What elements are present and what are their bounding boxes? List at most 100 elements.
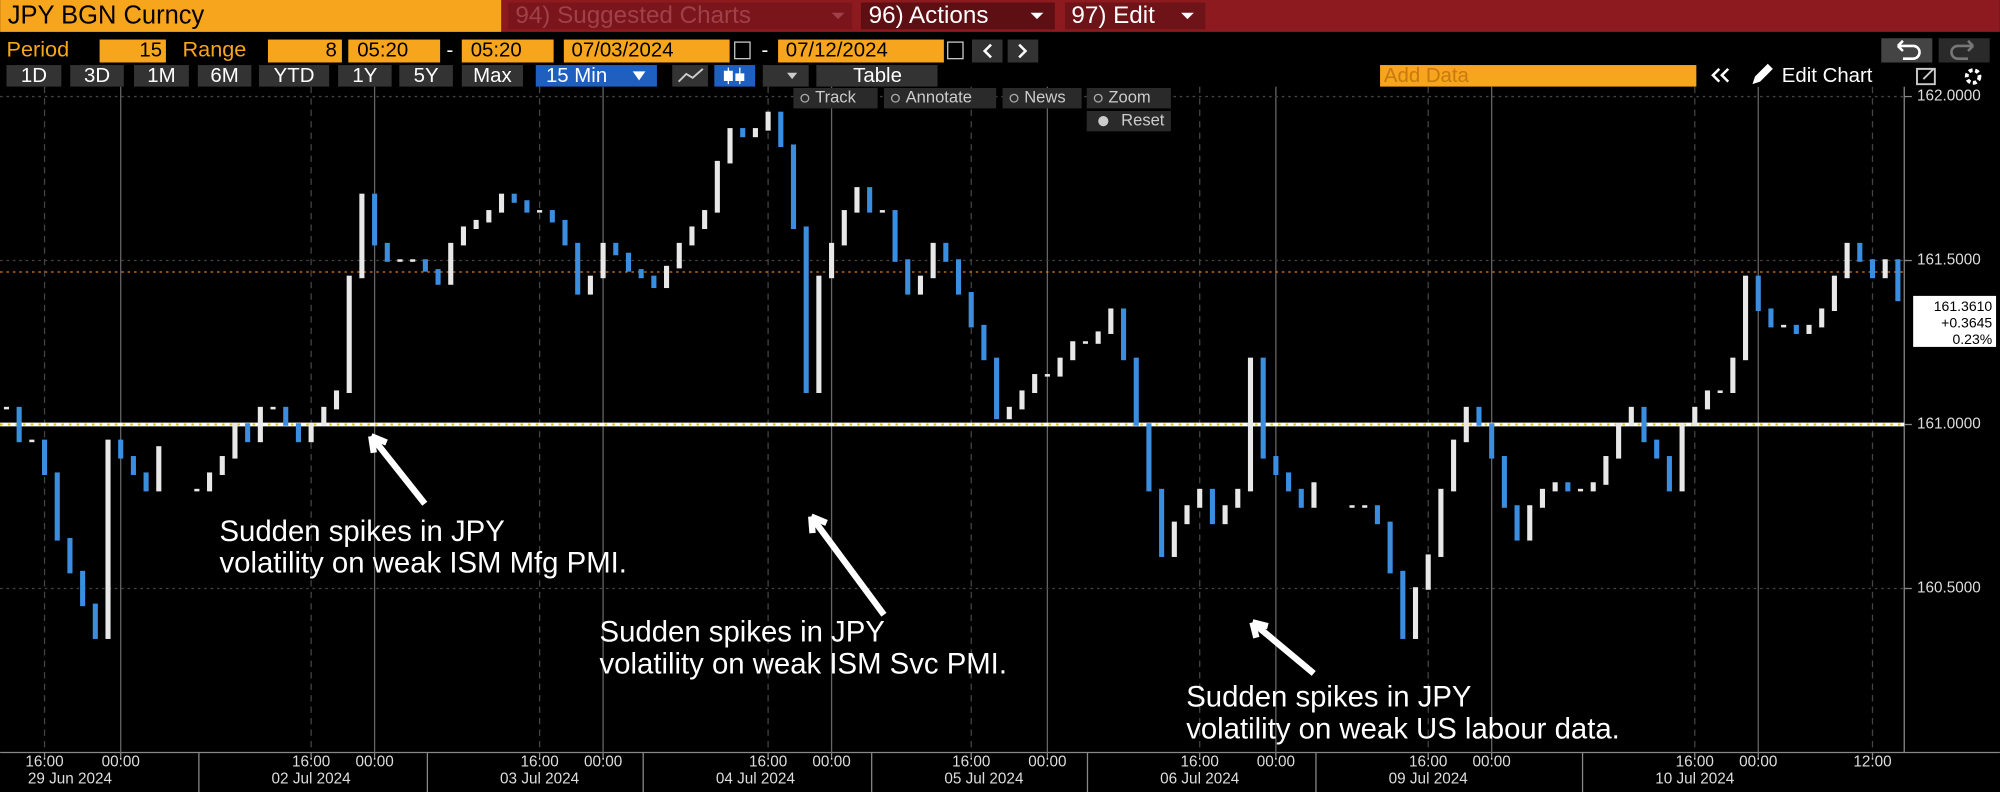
separator: - [446, 39, 453, 61]
candle-button[interactable] [714, 65, 756, 87]
x-tick-label: 00:00 [1473, 754, 1511, 771]
candle [1082, 341, 1089, 344]
candle [194, 488, 200, 492]
menu-button[interactable] [507, 2, 853, 30]
date-label: 29 Jun 2024 [28, 770, 113, 787]
candle [1869, 259, 1876, 279]
x-tick-label: 00:00 [1739, 754, 1777, 771]
candle [486, 210, 492, 223]
range-label: 5Y [414, 65, 439, 87]
candle [359, 193, 365, 279]
edit-chart[interactable]: Edit Chart [1782, 65, 1873, 87]
candle [1641, 406, 1647, 443]
dropdown-button[interactable] [762, 65, 809, 87]
table-button[interactable] [816, 65, 938, 87]
last-price-text: 161.3610 [1934, 298, 1993, 314]
tool-icon [1009, 93, 1019, 103]
reset-button[interactable] [1086, 110, 1171, 132]
range-label: 3D [84, 65, 110, 87]
candle [1679, 423, 1685, 492]
tool-icon [1093, 93, 1103, 103]
range-button[interactable] [338, 65, 392, 87]
undo-icon [1896, 39, 1921, 60]
candle [1070, 341, 1076, 361]
range-label: 1M [147, 65, 175, 87]
candle [1362, 505, 1368, 508]
tool-button[interactable] [883, 88, 997, 109]
candle [955, 259, 962, 295]
x-tick-label: 00:00 [584, 754, 622, 771]
candle [600, 242, 606, 279]
candle [498, 193, 505, 213]
candle [790, 144, 797, 230]
interval-button[interactable] [535, 65, 657, 87]
candle [1704, 390, 1711, 410]
add-data-input[interactable] [1380, 65, 1697, 87]
pencil-icon [1752, 63, 1773, 85]
range-button[interactable] [461, 65, 524, 87]
menu-item: 94) Suggested Charts [515, 2, 751, 29]
calendar-icon[interactable] [947, 41, 964, 60]
range-label: 1D [21, 65, 47, 87]
candle [295, 423, 301, 443]
candle [321, 406, 327, 426]
input-value: 8 [325, 39, 336, 61]
next-button[interactable] [1007, 39, 1039, 63]
candle [1743, 275, 1749, 361]
placeholder: Add Data [1384, 65, 1470, 87]
candle [1400, 570, 1406, 639]
range-button[interactable] [259, 65, 330, 87]
candle [1514, 505, 1520, 541]
chart-settings-icon[interactable] [1916, 67, 1936, 86]
dropdown-icon [787, 72, 798, 80]
candle [1654, 439, 1660, 459]
ticker-box[interactable] [0, 0, 502, 32]
input[interactable] [461, 39, 554, 63]
candle [410, 259, 416, 262]
input[interactable] [563, 39, 730, 63]
x-tick-label: 16:00 [1409, 754, 1447, 771]
input[interactable] [99, 39, 166, 63]
interval: 15 Min [546, 65, 607, 87]
tool-button[interactable] [1086, 88, 1171, 109]
candle [1412, 587, 1419, 639]
annotation: volatility on weak ISM Svc PMI. [600, 647, 1007, 680]
prev-button[interactable] [971, 39, 1003, 63]
candle [1247, 357, 1254, 492]
gear-icon[interactable] [1964, 68, 1982, 85]
annotation: Sudden spikes in JPY [600, 616, 885, 649]
input-value: 07/12/2024 [786, 39, 888, 61]
input[interactable] [267, 39, 342, 63]
candle [1171, 521, 1177, 557]
candle [1552, 482, 1558, 492]
tool-button[interactable] [793, 88, 878, 109]
candle [943, 242, 949, 262]
table-label: Table [853, 65, 902, 87]
candle [1806, 324, 1812, 334]
candle [1781, 324, 1787, 328]
range-button[interactable] [70, 65, 124, 87]
range-button[interactable] [134, 65, 189, 87]
calendar-icon[interactable] [734, 41, 751, 60]
candle [1032, 374, 1038, 393]
menu-button[interactable] [1065, 2, 1206, 30]
input[interactable] [348, 39, 441, 63]
candle [537, 210, 543, 213]
candle [1476, 406, 1482, 426]
candle [727, 128, 733, 164]
range-button[interactable] [197, 65, 252, 87]
candle [118, 439, 124, 459]
range-button[interactable] [399, 65, 453, 87]
candle [829, 242, 835, 279]
tool-button[interactable] [1002, 88, 1082, 109]
dropdown-icon [632, 71, 646, 81]
menu-button[interactable] [860, 2, 1055, 30]
input[interactable] [778, 39, 944, 63]
collapse-icon[interactable] [1711, 67, 1730, 83]
candle [1489, 423, 1495, 459]
y-tick-label: 161.5000 [1917, 252, 1981, 269]
range-button[interactable] [6, 65, 62, 87]
candle [1844, 242, 1850, 279]
date-label: 02 Jul 2024 [272, 770, 352, 787]
candle [1235, 488, 1241, 508]
